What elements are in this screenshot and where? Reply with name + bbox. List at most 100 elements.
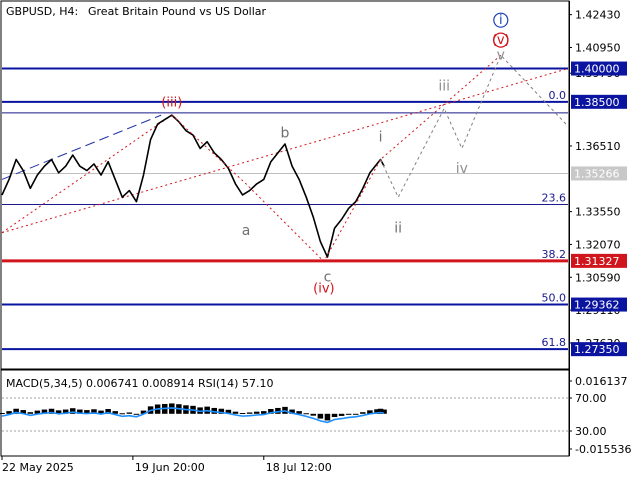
macd-histogram-bar [317, 413, 324, 419]
macd-histogram-bar [367, 410, 373, 414]
key-level-tag [571, 94, 627, 109]
macd-histogram-bar [119, 413, 126, 415]
symbol-title: GBPUSD, H4: [6, 5, 78, 18]
fib-level-label: 50.0 [542, 292, 567, 305]
macd-histogram-bar [225, 409, 232, 414]
macd-histogram-bar [91, 409, 97, 414]
symbol-description: Great Britain Pound vs US Dollar [88, 5, 267, 18]
wave-label: (iv) [313, 282, 334, 297]
fib-level-label: 38.2 [542, 248, 567, 261]
fib-level-label: 61.8 [542, 336, 567, 349]
macd-histogram-bar [246, 412, 253, 414]
macd-histogram-bar [84, 410, 90, 414]
indicator-label: MACD(5,34,5) 0.006741 0.008914 RSI(14) 5… [6, 377, 273, 390]
wave-label: iii [438, 79, 450, 95]
macd-histogram-bar [20, 410, 26, 414]
time-tick-label: 18 Jul 12:00 [266, 461, 332, 474]
macd-histogram-bar [261, 411, 267, 414]
wave-label: c [324, 269, 332, 285]
wave-path-forecast [380, 54, 569, 199]
macd-histogram-bar [310, 413, 317, 416]
macd-histogram-bar [48, 408, 55, 414]
key-level-tag-label: 1.31327 [574, 255, 620, 268]
trend-channel-line [1, 114, 162, 180]
price-tick-label: 1.36510 [575, 140, 621, 153]
macd-histogram-bar [268, 409, 274, 414]
indicator-tick-label: -0.015536 [575, 443, 631, 456]
wave-label: i [499, 13, 503, 28]
price-tick-label: 1.32070 [575, 238, 621, 251]
macd-histogram-bar [353, 413, 359, 415]
macd-histogram-bar [70, 408, 76, 414]
macd-histogram-bar [105, 409, 111, 414]
macd-histogram-bar [62, 409, 69, 414]
price-tick-label: 1.42430 [575, 9, 621, 22]
macd-histogram-bar [239, 413, 246, 414]
trend-channel-line [1, 68, 569, 234]
time-tick-label: 22 May 2025 [2, 461, 74, 474]
current-price-tag [571, 166, 627, 181]
macd-histogram-bar [275, 407, 281, 414]
macd-histogram-bar [345, 413, 352, 415]
key-level-tag-label: 1.38500 [574, 96, 620, 109]
macd-histogram-bar [133, 413, 140, 415]
key-level-tag-label: 1.29362 [574, 299, 620, 312]
key-level-tag [571, 297, 627, 312]
wave-label: i [379, 130, 383, 146]
macd-histogram-bar [41, 409, 48, 414]
macd-histogram-bar [112, 411, 118, 414]
price-tick-label: 1.40950 [575, 41, 621, 54]
macd-histogram-bar [232, 411, 239, 414]
macd-histogram-bar [324, 413, 331, 421]
macd-histogram-bar [253, 411, 260, 414]
macd-histogram-bar [289, 409, 295, 414]
macd-histogram-bar [0, 413, 5, 414]
macd-histogram-bar [126, 412, 133, 414]
key-level-tag [571, 61, 627, 76]
price-tick-label: 1.30590 [575, 271, 621, 284]
macd-histogram-bar [381, 409, 387, 414]
indicator-tick-label: 30.00 [575, 425, 607, 438]
indicator-tick-label: 0.016137 [575, 375, 628, 388]
macd-histogram-bar [98, 410, 104, 414]
macd-histogram-bar [360, 412, 366, 414]
wave-label: iv [456, 161, 468, 177]
macd-histogram-bar [6, 411, 12, 414]
key-level-tag-label: 1.40000 [574, 63, 620, 76]
wave-label: b [281, 125, 290, 141]
macd-histogram-bar [140, 410, 147, 414]
key-level-tag-label: 1.27350 [574, 343, 620, 356]
fib-level-label: 0.0 [549, 89, 567, 102]
macd-histogram-bar [374, 409, 380, 414]
wave-label: (iii) [161, 95, 182, 110]
indicator-tick-label: 70.00 [575, 392, 607, 405]
rsi-line [1, 407, 385, 424]
macd-histogram-bar [55, 410, 62, 414]
price-line [1, 114, 385, 258]
macd-histogram-bar [13, 408, 19, 414]
macd-histogram-bar [338, 413, 345, 416]
current-price-tag-label: 1.35266 [574, 167, 620, 180]
wave-label: (v) [492, 33, 510, 48]
macd-histogram-bar [211, 407, 217, 414]
wave-label: a [242, 223, 251, 239]
macd-histogram-bar [218, 408, 225, 414]
macd-histogram-bar [27, 412, 34, 414]
wave-circle-marker [493, 32, 509, 48]
macd-histogram-bar [296, 411, 302, 414]
fib-level-label: 23.6 [542, 192, 567, 205]
wave-circle-marker [493, 12, 509, 28]
time-tick-label: 19 Jun 20:00 [135, 461, 205, 474]
main-plot-frame [0, 0, 570, 370]
macd-histogram-bar [331, 413, 338, 417]
wave-label: v [497, 48, 505, 64]
wave-path-red [171, 54, 502, 263]
macd-histogram-bar [77, 409, 83, 414]
key-level-tag [571, 342, 627, 357]
key-level-tag [571, 253, 627, 268]
macd-histogram-bar [34, 410, 41, 414]
price-tick-label: 1.33550 [575, 206, 621, 219]
macd-histogram-bar [377, 408, 384, 414]
wave-label: ii [394, 221, 402, 237]
